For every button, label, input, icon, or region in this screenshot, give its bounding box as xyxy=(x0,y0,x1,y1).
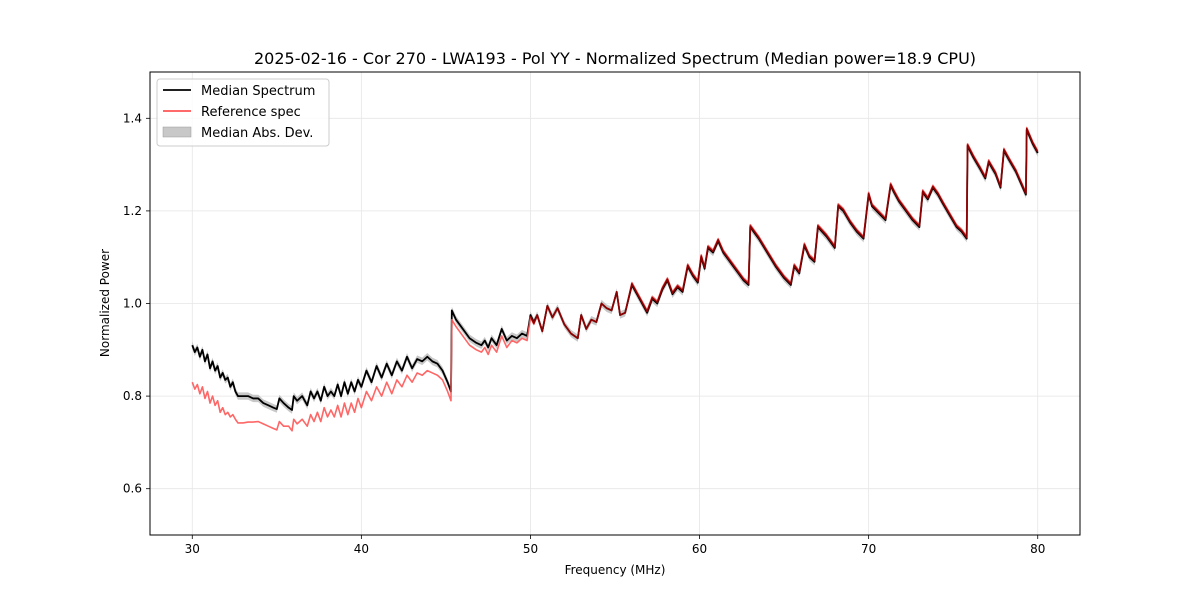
series-layer xyxy=(191,126,1039,432)
y-axis: 0.6 0.8 1.0 1.2 1.4 xyxy=(123,111,150,496)
y-tick-label: 1.4 xyxy=(123,111,142,125)
y-axis-label: Normalized Power xyxy=(98,249,112,357)
legend-median-label: Median Spectrum xyxy=(201,84,315,99)
plot-area: 30 40 50 60 70 80 0.6 0.8 1.0 1.2 1.4 xyxy=(123,71,1081,556)
x-axis: 30 40 50 60 70 80 xyxy=(185,535,1045,556)
legend-box xyxy=(156,78,330,147)
legend-mad-swatch xyxy=(162,126,192,138)
x-tick-label: 80 xyxy=(1030,542,1045,556)
legend-mad-label: Median Abs. Dev. xyxy=(201,126,313,141)
overlap-line xyxy=(529,127,1039,340)
x-tick-label: 30 xyxy=(185,542,200,556)
legend: Median Spectrum Reference spec Median Ab… xyxy=(156,78,330,147)
y-tick-label: 1.2 xyxy=(123,204,142,218)
y-tick-label: 1.0 xyxy=(123,297,142,311)
x-tick-label: 50 xyxy=(523,542,538,556)
legend-reference-label: Reference spec xyxy=(201,105,301,120)
y-tick-label: 0.6 xyxy=(123,482,142,496)
x-tick-label: 40 xyxy=(354,542,369,556)
x-axis-label: Frequency (MHz) xyxy=(565,563,666,577)
x-tick-label: 60 xyxy=(692,542,707,556)
chart-title: 2025-02-16 - Cor 270 - LWA193 - Pol YY -… xyxy=(254,49,976,68)
x-tick-label: 70 xyxy=(861,542,876,556)
y-tick-label: 0.8 xyxy=(123,389,142,403)
